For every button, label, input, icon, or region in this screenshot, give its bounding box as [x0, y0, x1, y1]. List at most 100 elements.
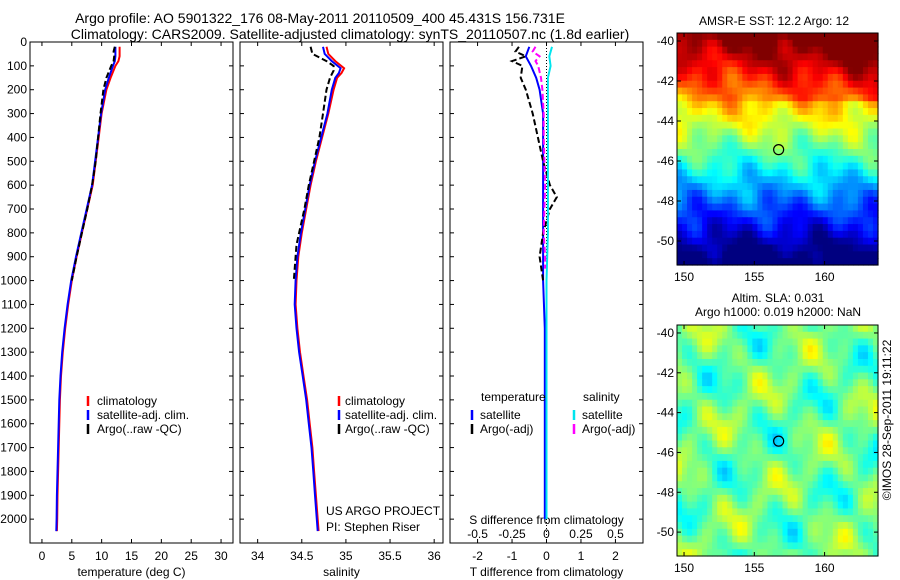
heatmap-cell [712, 515, 718, 523]
heatmap-cell [797, 33, 804, 41]
heatmap-cell [827, 258, 834, 266]
heatmap-cell [677, 447, 683, 455]
heatmap-cell [742, 372, 748, 380]
heatmap-cell [687, 258, 693, 266]
heatmap-cell [797, 176, 804, 184]
heatmap-cell [807, 60, 814, 68]
heatmap-cell [802, 196, 809, 205]
heatmap-cell [802, 542, 809, 550]
heatmap-cell [732, 392, 738, 401]
y-tick-label: -42 [657, 366, 675, 380]
heatmap-cell [727, 237, 733, 246]
heatmap-cell [687, 162, 693, 171]
heatmap-cell [762, 522, 769, 530]
heatmap-cell [842, 121, 849, 130]
heatmap-cell [722, 372, 728, 380]
heatmap-cell [762, 386, 769, 394]
heatmap-cell [732, 101, 738, 109]
heatmap-cell [677, 542, 683, 550]
heatmap-cell [712, 386, 718, 394]
heatmap-cell [702, 46, 708, 55]
heatmap-cell [752, 39, 759, 48]
heatmap-cell [857, 114, 864, 123]
heatmap-cell [682, 494, 688, 503]
heatmap-cell [787, 358, 794, 367]
heatmap-cell [787, 325, 794, 333]
heatmap-cell [682, 338, 688, 346]
heatmap-cell [787, 244, 794, 252]
heatmap-cell [692, 406, 698, 414]
heatmap-cell [837, 121, 844, 130]
y-tick-label: 900 [7, 250, 27, 264]
heatmap-cell [677, 53, 683, 61]
heatmap-cell [807, 53, 814, 61]
heatmap-cell [842, 142, 849, 150]
heatmap-cell [807, 447, 814, 455]
heatmap-cell [707, 224, 713, 232]
heatmap-cell [807, 101, 814, 109]
heatmap-cell [867, 372, 874, 380]
heatmap-cell [727, 251, 733, 259]
heatmap-cell [857, 399, 864, 408]
heatmap-cell [852, 528, 859, 537]
heatmap-cell [867, 488, 874, 496]
heatmap-cell [862, 501, 869, 510]
heatmap-cell [707, 325, 713, 333]
heatmap-cell [752, 224, 759, 232]
heatmap-cell [782, 196, 789, 205]
heatmap-cell [707, 258, 713, 266]
heatmap-cell [722, 169, 728, 177]
heatmap-cell [712, 230, 718, 239]
heatmap-cell [867, 379, 874, 387]
heatmap-cell [747, 494, 753, 503]
heatmap-cell [692, 440, 698, 448]
heatmap-cell [782, 358, 789, 367]
heatmap-cell [722, 258, 728, 266]
heatmap-cell [822, 325, 829, 333]
heatmap-cell [852, 379, 859, 387]
heatmap-cell [717, 379, 723, 387]
heatmap-cell [827, 549, 834, 557]
heatmap-cell [742, 501, 748, 510]
heatmap-cell [812, 176, 819, 184]
heatmap-cell [682, 46, 688, 55]
heatmap-cell [872, 352, 879, 360]
heatmap-cell [802, 325, 809, 333]
heatmap-cell [692, 121, 698, 130]
heatmap-cell [722, 392, 728, 401]
heatmap-cell [722, 155, 728, 164]
heatmap-cell [842, 46, 849, 55]
y-tick-label: -50 [657, 234, 675, 248]
heatmap-cell [837, 33, 844, 41]
heatmap-cell [787, 440, 794, 448]
heatmap-cell [712, 155, 718, 164]
heatmap-cell [867, 33, 874, 41]
heatmap-cell [762, 420, 769, 428]
heatmap-cell [707, 46, 713, 55]
heatmap-cell [802, 413, 809, 421]
heatmap-cell [707, 196, 713, 205]
heatmap-cell [842, 33, 849, 41]
heatmap-cell [812, 135, 819, 143]
heatmap-cell [732, 33, 738, 41]
heatmap-cell [817, 162, 824, 171]
heatmap-cell [707, 183, 713, 191]
heatmap-cell [867, 114, 874, 123]
heatmap-cell [697, 217, 703, 225]
heatmap-cell [677, 358, 683, 367]
heatmap-cell [732, 94, 738, 102]
heatmap-cell [732, 399, 738, 408]
heatmap-cell [682, 481, 688, 489]
heatmap-cell [757, 474, 764, 482]
heatmap-cell [847, 474, 854, 482]
heatmap-cell [777, 121, 784, 130]
heatmap-cell [787, 447, 794, 455]
heatmap-cell [777, 108, 784, 116]
heatmap-cell [697, 406, 703, 414]
heatmap-cell [677, 338, 683, 346]
x-tick-label: 155 [744, 561, 764, 575]
y-tick-label: 200 [7, 83, 27, 97]
heatmap-cell [802, 379, 809, 387]
heatmap-cell [782, 406, 789, 414]
heatmap-cell [697, 345, 703, 353]
